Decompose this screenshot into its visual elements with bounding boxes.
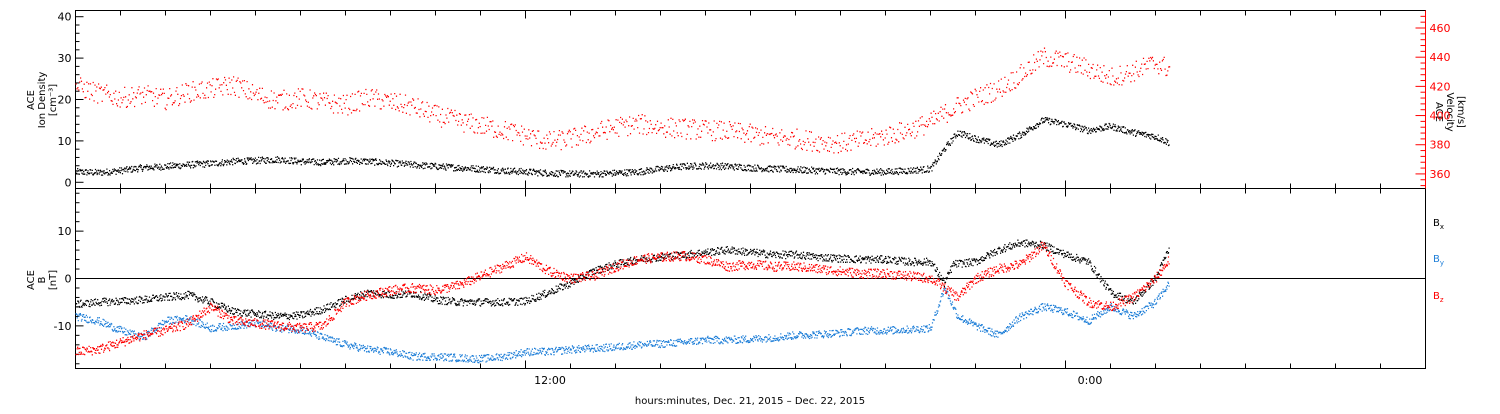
x-axis-label: hours:minutes, Dec. 21, 2015 – Dec. 22, … <box>635 396 865 407</box>
legend-by-base: B <box>1433 254 1440 265</box>
legend: Bx By Bz <box>1433 218 1444 304</box>
density-axis-title-2: Ion Density <box>37 72 48 129</box>
velocity-axis-title-1: ACE <box>1433 102 1444 122</box>
legend-bz-sub: z <box>1440 296 1444 304</box>
bx-series <box>75 239 1170 321</box>
by-series <box>75 281 1170 364</box>
density-tick-label: 30 <box>58 52 72 65</box>
legend-bx: Bx <box>1433 218 1444 231</box>
velocity-tick-label: 460 <box>1430 22 1451 35</box>
legend-bx-sub: x <box>1440 223 1444 231</box>
b-axis-title-1: ACE <box>26 270 37 290</box>
velocity-axis-title-3: [km/s] <box>1455 96 1466 128</box>
legend-bz: Bz <box>1433 291 1444 304</box>
chart-marks: 0 10 20 30 40 360 380 400 420 440 460 -10 0 10 <box>54 10 1451 369</box>
velocity-axis-title-2: Velocity <box>1444 92 1455 131</box>
density-tick-label: 20 <box>58 94 72 107</box>
top-panel-frame <box>75 10 1426 189</box>
density-tick-label: 40 <box>58 11 72 24</box>
b-axis-title-3: [nT] <box>48 270 59 290</box>
velocity-tick-label: 360 <box>1430 168 1451 181</box>
b-tick-label: 10 <box>58 225 72 238</box>
b-axis-title-2: B <box>37 276 48 283</box>
velocity-tick-label: 380 <box>1430 139 1451 152</box>
legend-by-sub: y <box>1440 259 1444 267</box>
x-tick-label-12: 12:00 <box>534 374 566 387</box>
velocity-tick-label: 420 <box>1430 80 1451 93</box>
density-tick-label: 10 <box>58 135 72 148</box>
x-tick-label-24: 0:00 <box>1078 374 1103 387</box>
bz-series <box>75 241 1170 356</box>
density-series <box>75 116 1170 178</box>
legend-bz-base: B <box>1433 291 1440 302</box>
velocity-series <box>75 47 1171 154</box>
density-tick-label: 0 <box>65 176 72 189</box>
velocity-tick-label: 400 <box>1430 110 1451 123</box>
density-axis-title-1: ACE <box>26 90 37 110</box>
velocity-tick-label: 440 <box>1430 51 1451 64</box>
legend-by: By <box>1433 254 1444 267</box>
legend-bx-base: B <box>1433 218 1440 229</box>
b-tick-label: -10 <box>54 320 72 333</box>
density-axis-title-3: [cm⁻³] <box>48 84 59 116</box>
b-tick-label: 0 <box>65 273 72 286</box>
